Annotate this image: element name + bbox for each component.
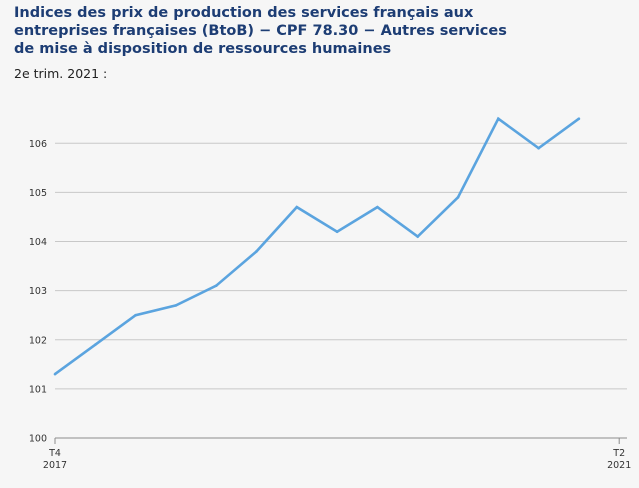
series-line <box>54 116 580 376</box>
data-point <box>335 230 339 234</box>
y-tick-label: 100 <box>29 434 47 445</box>
data-point <box>134 313 137 317</box>
data-point <box>174 304 178 307</box>
y-tick-label: 104 <box>29 237 47 248</box>
x-tick-label: T2 <box>612 448 625 459</box>
x-tick-label: T4 <box>48 448 61 459</box>
data-point <box>53 372 57 376</box>
x-tick-label: 2021 <box>607 460 631 471</box>
data-point <box>537 146 540 150</box>
data-point <box>456 196 460 199</box>
grid-lines <box>55 142 627 439</box>
data-point <box>577 117 581 121</box>
y-tick-label: 103 <box>29 286 47 297</box>
data-point <box>497 117 500 121</box>
chart-title: Indices des prix de production des servi… <box>14 5 507 57</box>
x-tick-label: 2017 <box>43 460 67 471</box>
y-tick-label: 102 <box>29 335 47 346</box>
data-point <box>214 284 218 288</box>
y-tick-label: 101 <box>29 384 47 395</box>
y-tick-label: 105 <box>29 188 47 199</box>
chart-subtitle: 2e trim. 2021 : <box>14 66 108 81</box>
data-point <box>94 343 97 346</box>
y-axis-tick-labels: 100 101 102 103 104 105 106 <box>29 139 47 445</box>
data-point <box>255 250 258 253</box>
data-point <box>416 235 420 238</box>
y-tick-label: 106 <box>29 139 47 150</box>
data-point <box>295 205 299 209</box>
data-point <box>376 205 379 209</box>
series-layer <box>53 116 581 376</box>
